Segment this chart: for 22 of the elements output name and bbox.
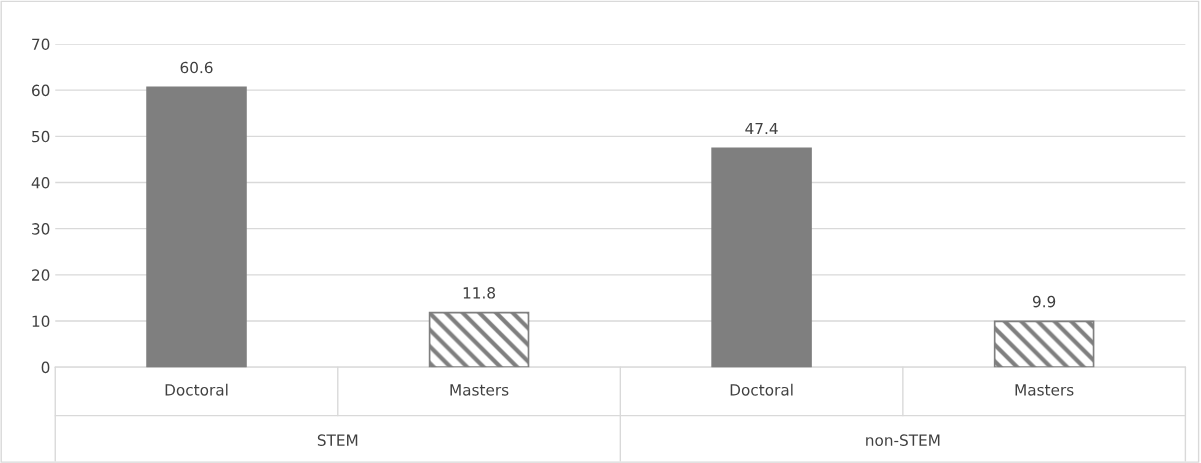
data-label: 47.4 (745, 122, 778, 135)
data-label: 9.9 (1032, 295, 1056, 308)
y-tick-label: 30 (32, 223, 50, 235)
y-tick-label: 60 (32, 84, 50, 97)
data-label: 11.8 (463, 287, 496, 299)
y-tick-label: 50 (32, 130, 50, 143)
bar (428, 311, 530, 368)
y-tick-label: 20 (32, 269, 50, 281)
y-tick-label: 10 (32, 315, 50, 328)
x-tick-label: Masters (1015, 384, 1074, 396)
x-tick-label: Doctoral (165, 383, 228, 396)
text: non-STEM (866, 434, 940, 446)
x-tick-label: Doctoral (730, 383, 793, 396)
bar (993, 320, 1095, 368)
text: STEM (317, 434, 358, 446)
y-tick-label: 70 (32, 38, 50, 51)
bar (711, 147, 812, 368)
y-tick-label: 0 (41, 361, 50, 374)
bar (146, 86, 247, 368)
data-label: 60.6 (180, 61, 213, 74)
y-tick-label: 40 (31, 176, 50, 189)
x-tick-label: Masters (450, 384, 509, 396)
